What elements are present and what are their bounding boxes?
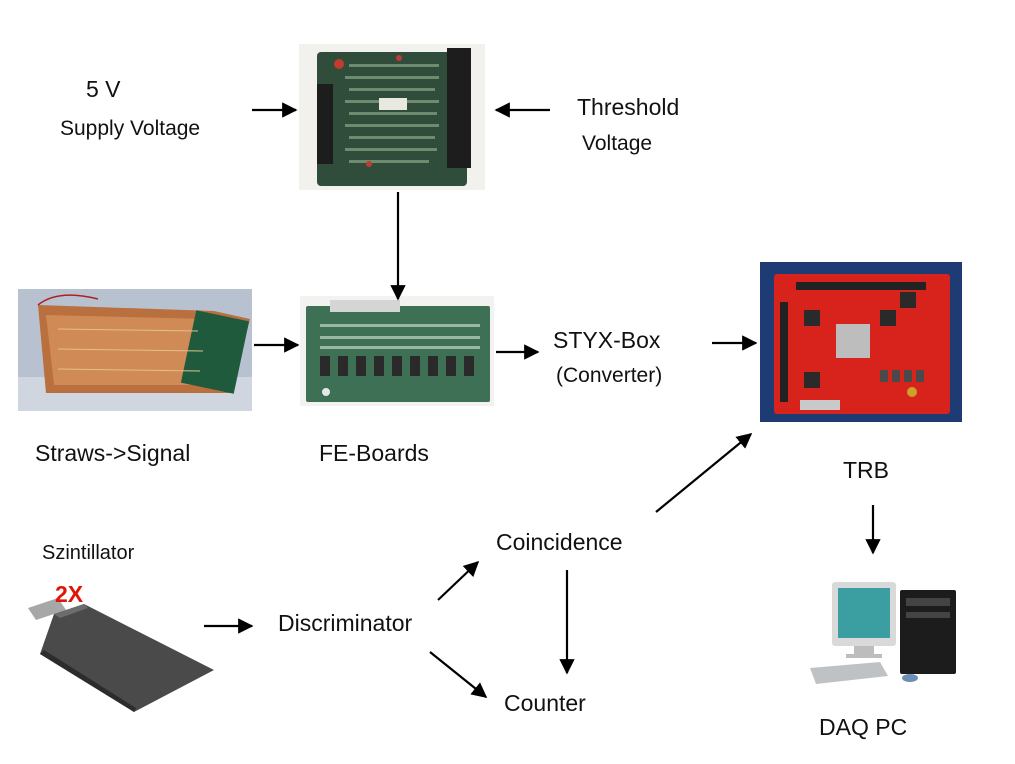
counter-label: Counter	[504, 690, 586, 716]
multiplicity-badge: 2X	[55, 581, 84, 607]
daq-pc-label: DAQ PC	[819, 714, 908, 740]
styx-box-label: STYX-Box	[553, 327, 661, 353]
trb-board-photo	[760, 262, 962, 422]
converter-label: (Converter)	[556, 364, 663, 387]
scintillator-paddle	[24, 590, 216, 714]
threshold-label: Threshold	[577, 94, 680, 120]
supply-voltage-label: Supply Voltage	[60, 117, 201, 140]
arrow-disc-to-coinc	[437, 560, 480, 601]
straw-detector-photo	[18, 289, 252, 411]
straws-signal-label: Straws->Signal	[35, 440, 191, 466]
supply-voltage-value: 5 V	[86, 76, 121, 102]
desktop-computer	[806, 578, 964, 688]
fe-boards-label: FE-Boards	[319, 440, 429, 466]
fe-board-photo	[300, 296, 494, 406]
discriminator-label: Discriminator	[278, 610, 413, 636]
threshold-voltage-label: Voltage	[582, 132, 653, 155]
coincidence-label: Coincidence	[496, 529, 623, 555]
trb-label: TRB	[843, 457, 889, 483]
threshold-board-photo	[299, 44, 485, 190]
arrow-disc-to-counter	[429, 651, 488, 698]
arrow-coinc-to-trb	[655, 433, 753, 513]
szintillator-label: Szintillator	[42, 542, 135, 564]
